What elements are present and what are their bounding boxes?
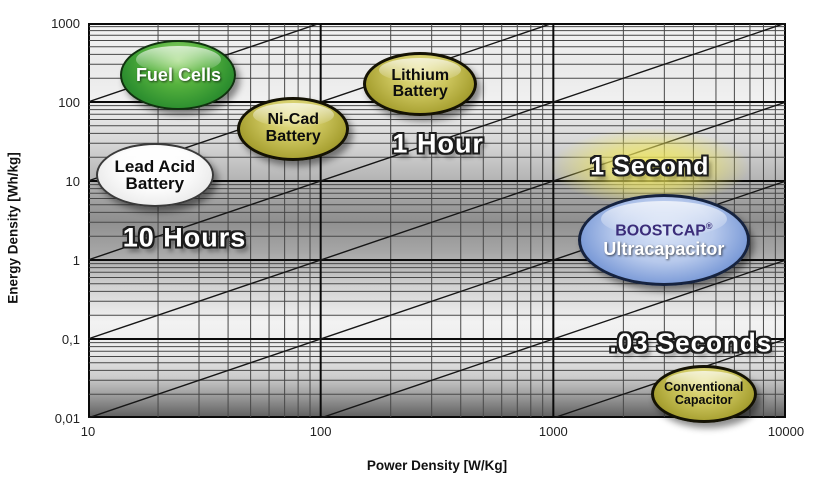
x-axis-title: Power Density [W/Kg] <box>366 458 508 473</box>
bubble-lithium-battery: Lithium Battery <box>363 51 478 116</box>
x-tick-100: 100 <box>309 424 332 439</box>
one-second-glow <box>549 128 750 207</box>
y-axis-title: Energy Density [Wh/kg] <box>5 152 21 304</box>
bubble-label-line: Fuel Cells <box>135 65 221 86</box>
time-label-1-second: 1 Second <box>590 152 710 181</box>
bubble-label-line: Capacitor <box>674 392 733 407</box>
bubble-lead-acid-battery: Lead Acid Battery <box>95 143 214 208</box>
registered-trademark-mark: ® <box>705 221 713 232</box>
y-tick-10: 10 <box>65 174 80 189</box>
x-tick-1000: 1000 <box>538 424 568 439</box>
x-tick-10000: 10000 <box>767 424 805 439</box>
bubble-boostcap-ultracapacitor: BOOSTCAP® Ultracapacitor <box>577 194 750 287</box>
bubble-label-line: Conventional <box>664 380 744 395</box>
bubble-conventional-capacitor: Conventional Capacitor <box>650 364 757 423</box>
x-tick-10: 10 <box>80 424 96 439</box>
y-tick-0,01: 0,01 <box>54 411 80 426</box>
bubble-label-line: Lead Acid <box>114 157 196 177</box>
bubble-ni-cad-battery: Ni-Cad Battery <box>237 96 350 161</box>
bubble-label-line: BOOSTCAP® <box>615 221 713 240</box>
time-label-10-hours: 10 Hours <box>122 222 247 253</box>
time-label--03-seconds: .03 Seconds <box>609 327 773 358</box>
bubble-label-line: Ultracapacitor <box>603 238 725 259</box>
y-tick-1000: 1000 <box>51 16 80 31</box>
bubble-label-line: Battery <box>392 82 448 100</box>
bubble-label-line: Battery <box>125 174 185 194</box>
time-label-1-hour: 1 Hour <box>392 128 484 159</box>
bubble-label-line: Battery <box>265 127 321 145</box>
bubble-label-line: Lithium <box>391 66 450 84</box>
bubble-label-line: Ni-Cad <box>267 111 320 129</box>
y-tick-0,1: 0,1 <box>61 332 80 347</box>
y-tick-100: 100 <box>58 95 80 110</box>
y-tick-1: 1 <box>72 253 80 268</box>
